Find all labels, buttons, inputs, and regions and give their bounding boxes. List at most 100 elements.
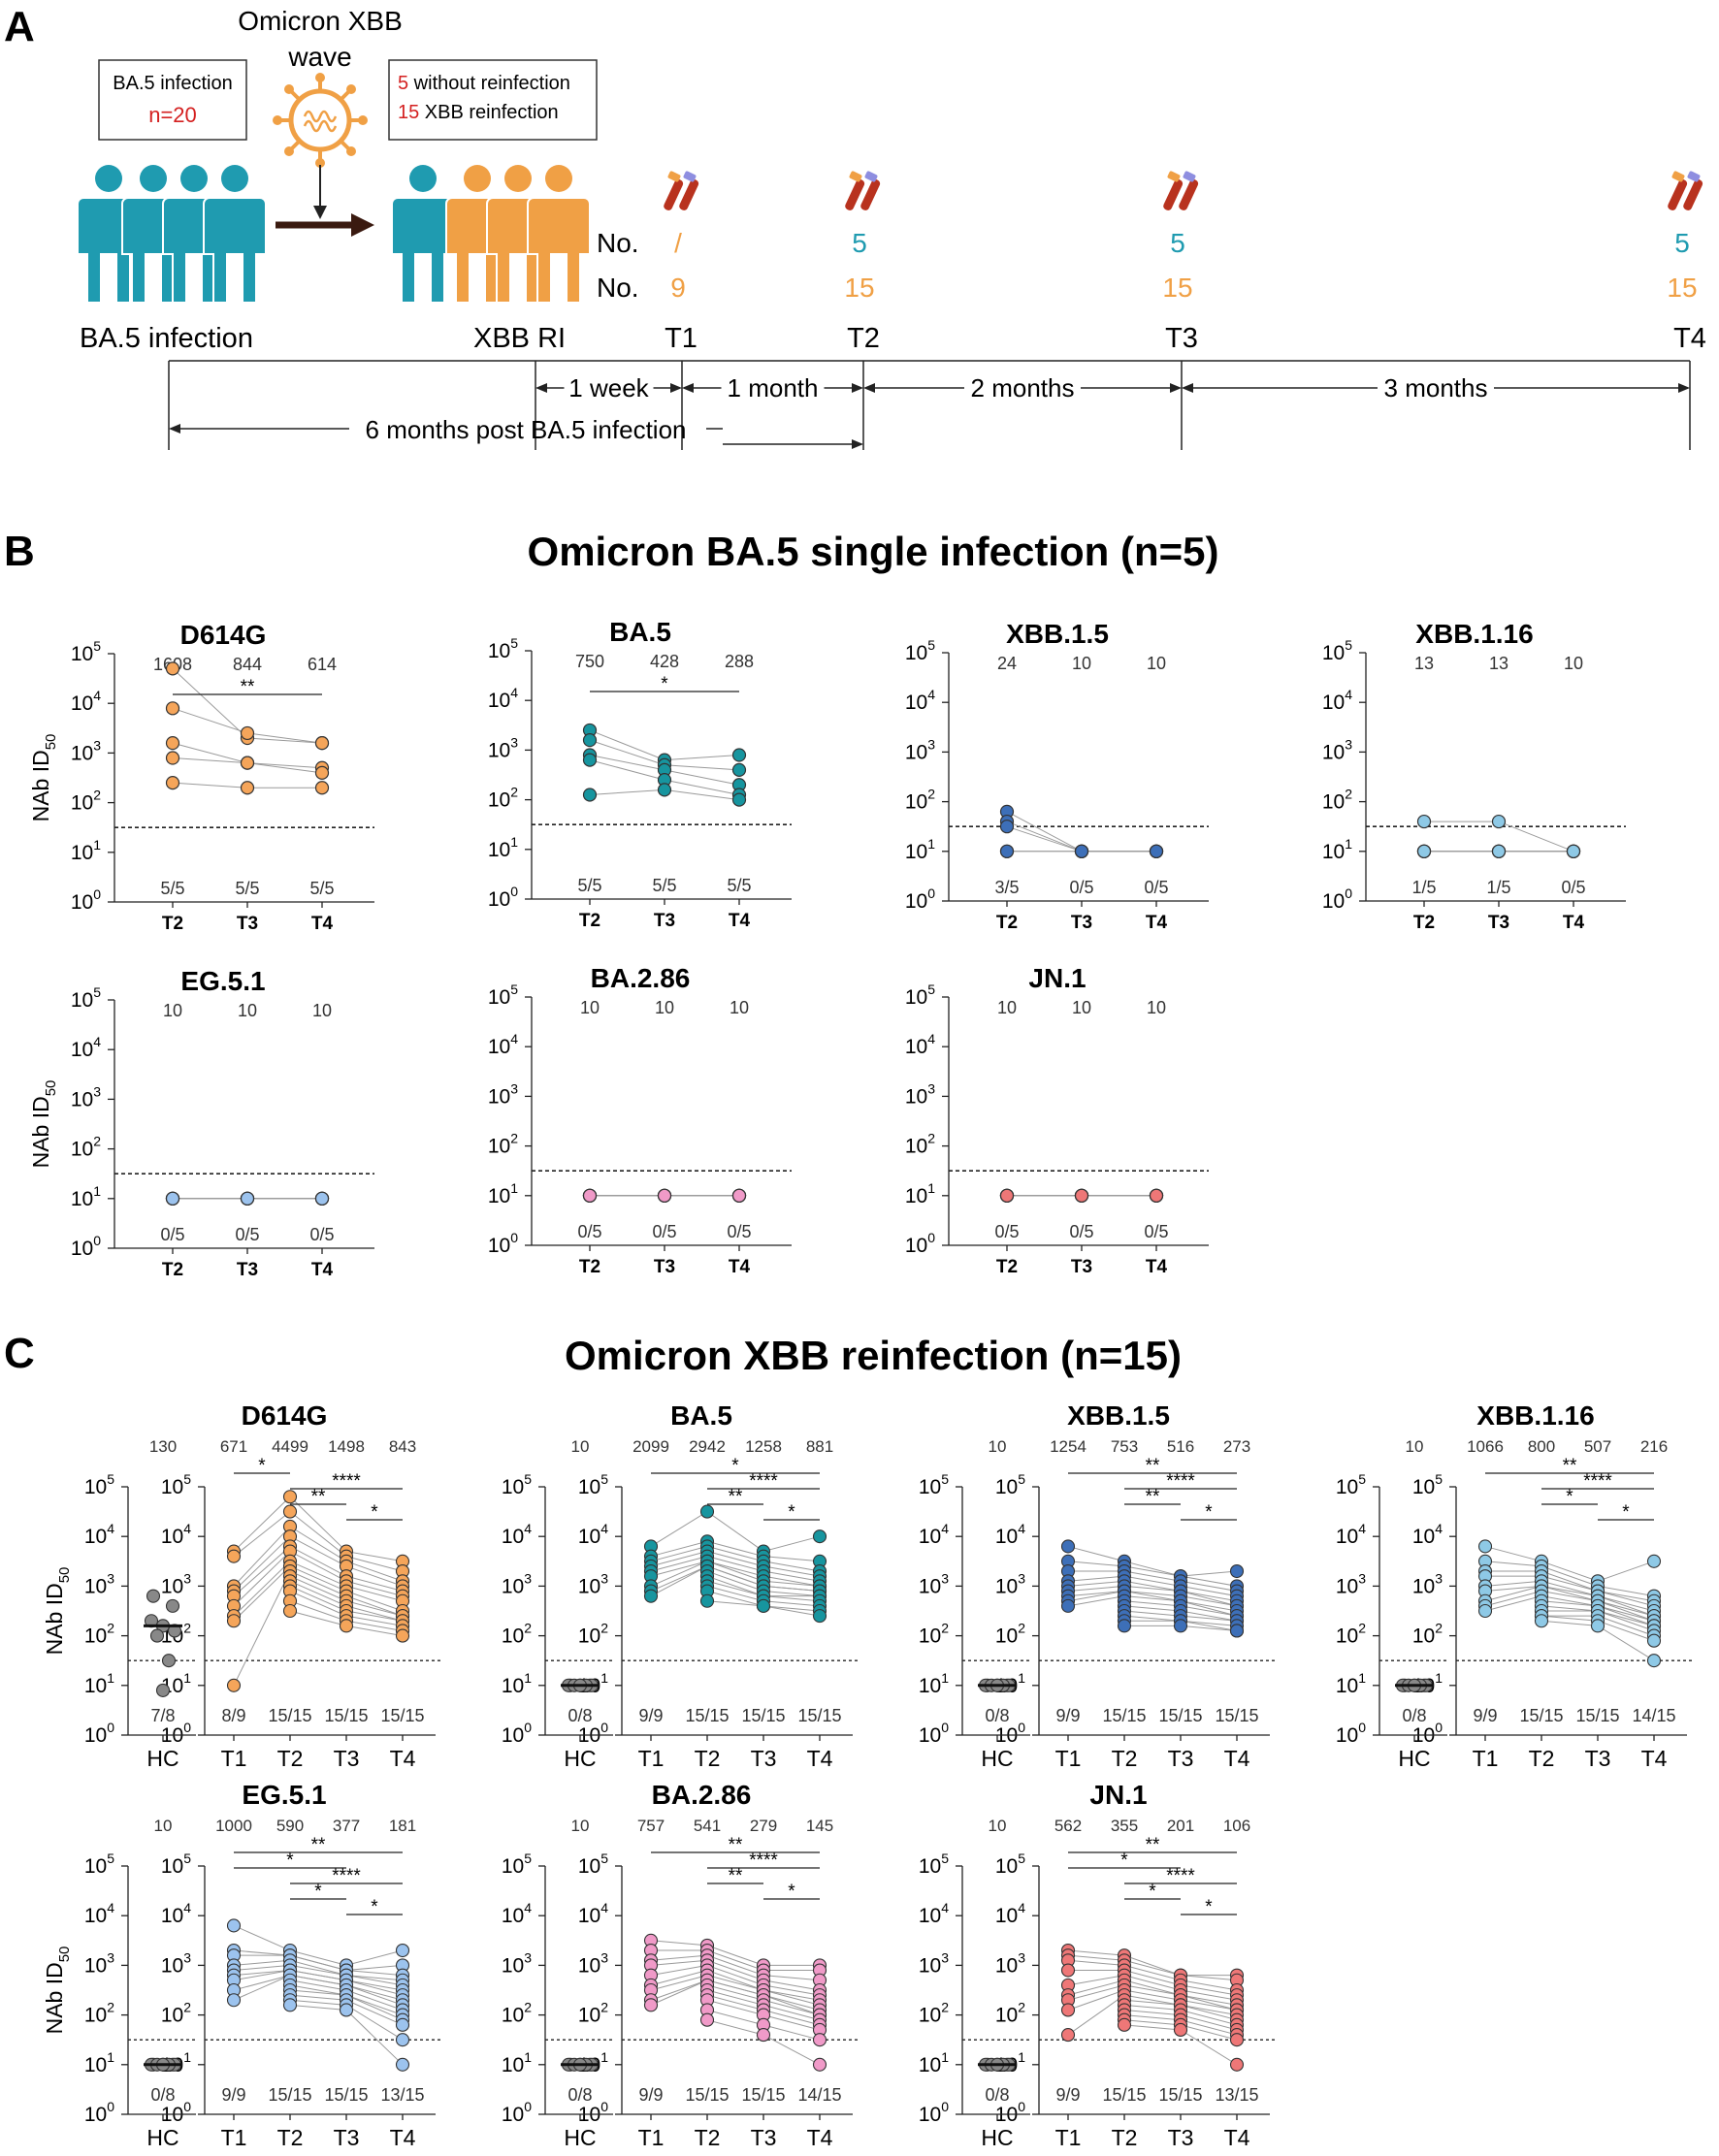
x-tick-label: T1 [1473,1746,1499,1771]
progression-arrowhead [351,213,374,237]
x-tick-label: T2 [1413,913,1435,933]
interval-label: 3 months [1384,373,1488,402]
gmt-label: 2942 [689,1437,726,1456]
y-tick-exponent: 5 [600,1471,608,1487]
y-tick-label: 102 [919,2000,949,2027]
data-point [699,1593,715,1608]
x-tick-label: T2 [1529,1746,1555,1771]
subject-line [1484,1561,1655,1597]
y-tick-exponent: 0 [524,2099,532,2114]
significance-label: * [258,1456,266,1476]
y-tick-exponent: 2 [524,2000,532,2015]
person-head [95,165,122,192]
significance-label: * [661,674,668,694]
gmt-label: 279 [750,1817,777,1835]
y-tick-exponent: 5 [927,981,935,997]
significance-label: * [371,1502,378,1523]
y-tick-exponent: 1 [93,1183,101,1199]
positivity-label: 15/15 [1215,1706,1258,1725]
subject-line [650,1959,821,1991]
cohort-box-line1: BA.5 infection [113,73,232,94]
positivity-label: 15/15 [1102,1706,1146,1725]
subject-line [233,1545,404,1597]
y-tick-label: 104 [578,1900,608,1927]
y-tick-exponent: 0 [107,1720,114,1735]
data-point [314,781,330,795]
y-tick-exponent: 3 [1435,1570,1443,1586]
data-point [1229,1624,1245,1638]
interval-label: 1 week [568,373,649,402]
tube-red [1668,178,1688,210]
positivity-label: 15/15 [741,1706,785,1725]
positivity-label: 0/5 [727,1222,751,1241]
y-tick-exponent: 2 [107,1621,114,1636]
interval-arrowhead-left [1182,383,1193,393]
y-tick-label: 104 [488,1031,518,1058]
data-point [226,1549,242,1563]
gmt-label: 10 [1406,1437,1424,1456]
y-tick-exponent: 3 [93,737,101,753]
subject-line [650,1556,821,1582]
gmt-label: 753 [1111,1437,1138,1456]
person-body [203,197,267,304]
data-point [339,2003,354,2017]
y-tick-label: 100 [71,886,101,914]
y-tick-label: 105 [488,981,518,1009]
chart-title: BA.2.86 [591,963,691,993]
outcome-box [388,59,598,141]
x-tick-label: HC [1398,1746,1430,1771]
y-tick-exponent: 4 [1018,1521,1025,1536]
y-tick-label: 102 [1412,1621,1443,1648]
y-tick-exponent: 0 [510,1230,518,1245]
data-point [314,736,330,751]
y-tick-label: 105 [905,637,935,664]
timepoint-label: T4 [1673,323,1706,354]
y-tick-label: 104 [84,1900,114,1927]
gmt-label: 2099 [632,1437,669,1456]
data-point [582,1188,598,1203]
chart-title: D614G [242,1400,328,1431]
x-tick-label: T4 [1641,1746,1668,1771]
data-point [643,1998,659,2012]
data-point [1534,1614,1549,1628]
y-tick-label: 104 [919,1521,949,1548]
y-tick-exponent: 3 [1345,736,1352,752]
x-tick-label: T1 [638,2125,665,2150]
y-axis-label-subscript: 50 [56,1947,73,1963]
wave-down-arrowhead [313,206,327,219]
y-axis-label-subscript: 50 [56,1567,73,1584]
count-row1: 5 [852,228,867,258]
positivity-label: 14/15 [1632,1706,1675,1725]
person-body [391,197,455,304]
tube-cap-purple [1687,171,1701,182]
chart-title: JN.1 [1028,963,1086,993]
data-point [643,1589,659,1603]
y-tick-exponent: 5 [1358,1471,1366,1487]
y-tick-exponent: 5 [183,1850,191,1866]
y-tick-exponent: 4 [107,1900,114,1915]
subject-line [1067,1984,1238,2011]
x-tick-label: T3 [751,1746,777,1771]
y-tick-label: 102 [905,1131,935,1158]
significance-label: * [788,1502,795,1523]
y-tick-label: 105 [502,1850,532,1878]
positivity-label: 0/5 [1144,878,1168,897]
data-point [1229,2033,1245,2047]
data-point [165,751,180,765]
gmt-label: 13 [1489,654,1508,673]
y-tick-label: 104 [161,1900,191,1927]
y-tick-exponent: 3 [183,1570,191,1586]
data-point [1491,814,1507,829]
y-tick-exponent: 0 [183,1720,191,1735]
gmt-label: 881 [806,1437,833,1456]
y-axis-label: NAb ID50 [28,1080,59,1169]
interval-label: 6 months post BA.5 infection [366,415,687,444]
significance-label: ** [729,1487,743,1507]
chart-title: EG.5.1 [242,1780,326,1810]
subject-line [1067,1975,1238,2001]
gmt-label: 590 [276,1817,304,1835]
y-axis-label: NAb ID50 [28,734,59,822]
interval-arrowhead-right [1170,383,1182,393]
significance-label: ** [1146,1487,1160,1507]
